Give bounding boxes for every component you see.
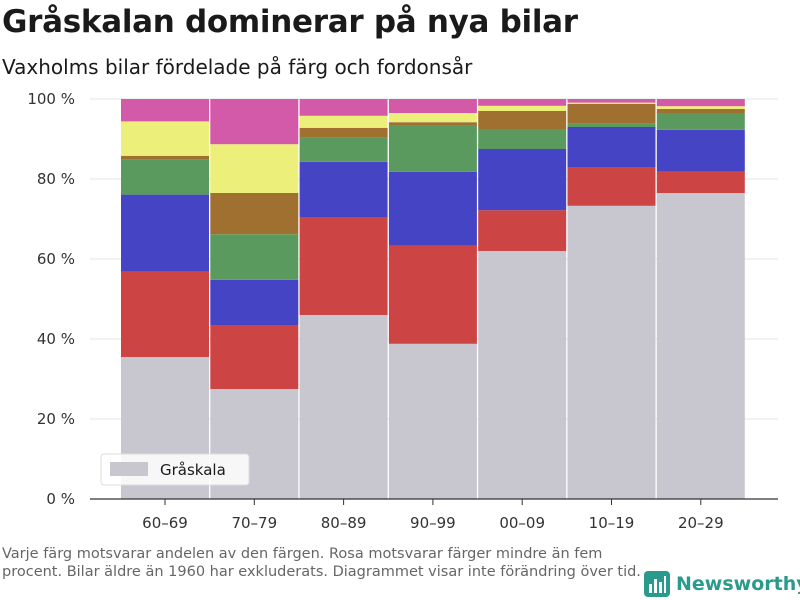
bar-segment bbox=[299, 315, 388, 499]
bar-segment bbox=[210, 193, 299, 235]
y-tick-label: 20 % bbox=[37, 410, 75, 428]
y-tick-label: 80 % bbox=[37, 170, 75, 188]
x-tick-label: 00–09 bbox=[499, 514, 545, 532]
bar-segment bbox=[210, 99, 299, 145]
bar-segment bbox=[478, 129, 567, 149]
bar-segment bbox=[656, 129, 745, 172]
y-tick-label: 40 % bbox=[37, 330, 75, 348]
bar-segment bbox=[299, 99, 388, 116]
bar-segment bbox=[388, 122, 477, 125]
bar-segment bbox=[388, 125, 477, 172]
bar-segment bbox=[567, 102, 656, 104]
bar-segment bbox=[478, 111, 567, 129]
bar-segment bbox=[656, 193, 745, 499]
brand-name: Newsworthy bbox=[676, 573, 800, 595]
bar-segment bbox=[478, 149, 567, 211]
x-tick-label: 20–29 bbox=[678, 514, 724, 532]
bar-segment bbox=[656, 171, 745, 193]
bar-segment bbox=[210, 279, 299, 325]
bar-segment bbox=[656, 106, 745, 109]
bar-segment bbox=[478, 210, 567, 251]
bar-segment bbox=[478, 99, 567, 106]
bar-segment bbox=[478, 105, 567, 111]
bar-segment bbox=[567, 123, 656, 127]
bar-chart-logo-icon bbox=[644, 571, 670, 597]
bar-segment bbox=[121, 159, 209, 195]
bar-segment bbox=[388, 343, 477, 499]
bar-segment bbox=[567, 127, 656, 167]
bar-segment bbox=[388, 99, 477, 113]
bar-segment bbox=[656, 109, 745, 113]
legend-box bbox=[100, 453, 250, 486]
x-tick-label: 90–99 bbox=[410, 514, 456, 532]
bar-segment bbox=[299, 161, 388, 217]
legend-label: Gråskala bbox=[160, 461, 226, 479]
bar-segment bbox=[299, 217, 388, 315]
bar-segment bbox=[299, 127, 388, 138]
x-tick-label: 70–79 bbox=[231, 514, 277, 532]
bar-segment bbox=[299, 137, 388, 162]
bar-segment bbox=[121, 194, 209, 272]
bar-segment bbox=[210, 234, 299, 280]
bar-segment bbox=[299, 115, 388, 128]
x-tick-label: 10–19 bbox=[589, 514, 635, 532]
bar-segment bbox=[121, 99, 209, 122]
bar-segment bbox=[388, 113, 477, 123]
y-tick-label: 0 % bbox=[46, 490, 75, 508]
bar-segment bbox=[567, 99, 656, 103]
chart-subtitle: Vaxholms bilar fördelade på färg och for… bbox=[2, 55, 473, 79]
bar-segment bbox=[656, 99, 745, 107]
bar-segment bbox=[121, 121, 209, 156]
stacked-bar-chart: 0 % 20 % 40 % 60 % 80 % 100 % 60–69 70–79 80–89 9… bbox=[27, 90, 778, 532]
bar-segment bbox=[567, 205, 656, 500]
bar-segment bbox=[210, 325, 299, 389]
bar-segment bbox=[388, 245, 477, 344]
brand-logo: Newsworthy bbox=[644, 569, 800, 599]
legend-swatch bbox=[110, 462, 148, 476]
chart-footnote: Varje färg motsvarar andelen av den färg… bbox=[2, 546, 641, 580]
bar-segment bbox=[121, 155, 209, 160]
bar-segment bbox=[121, 271, 209, 357]
bar-segment bbox=[478, 251, 567, 499]
y-tick-label: 60 % bbox=[37, 250, 75, 268]
bar-segment bbox=[567, 167, 656, 206]
chart-title: Gråskalan dominerar på nya bilar bbox=[2, 4, 578, 40]
y-tick-label: 100 % bbox=[27, 90, 75, 108]
bar-segment bbox=[210, 144, 299, 193]
x-tick-label: 80–89 bbox=[321, 514, 367, 532]
bar-segment bbox=[567, 103, 656, 124]
bar-segment bbox=[656, 113, 745, 130]
bar-segment bbox=[388, 171, 477, 246]
x-tick-label: 60–69 bbox=[142, 514, 188, 532]
